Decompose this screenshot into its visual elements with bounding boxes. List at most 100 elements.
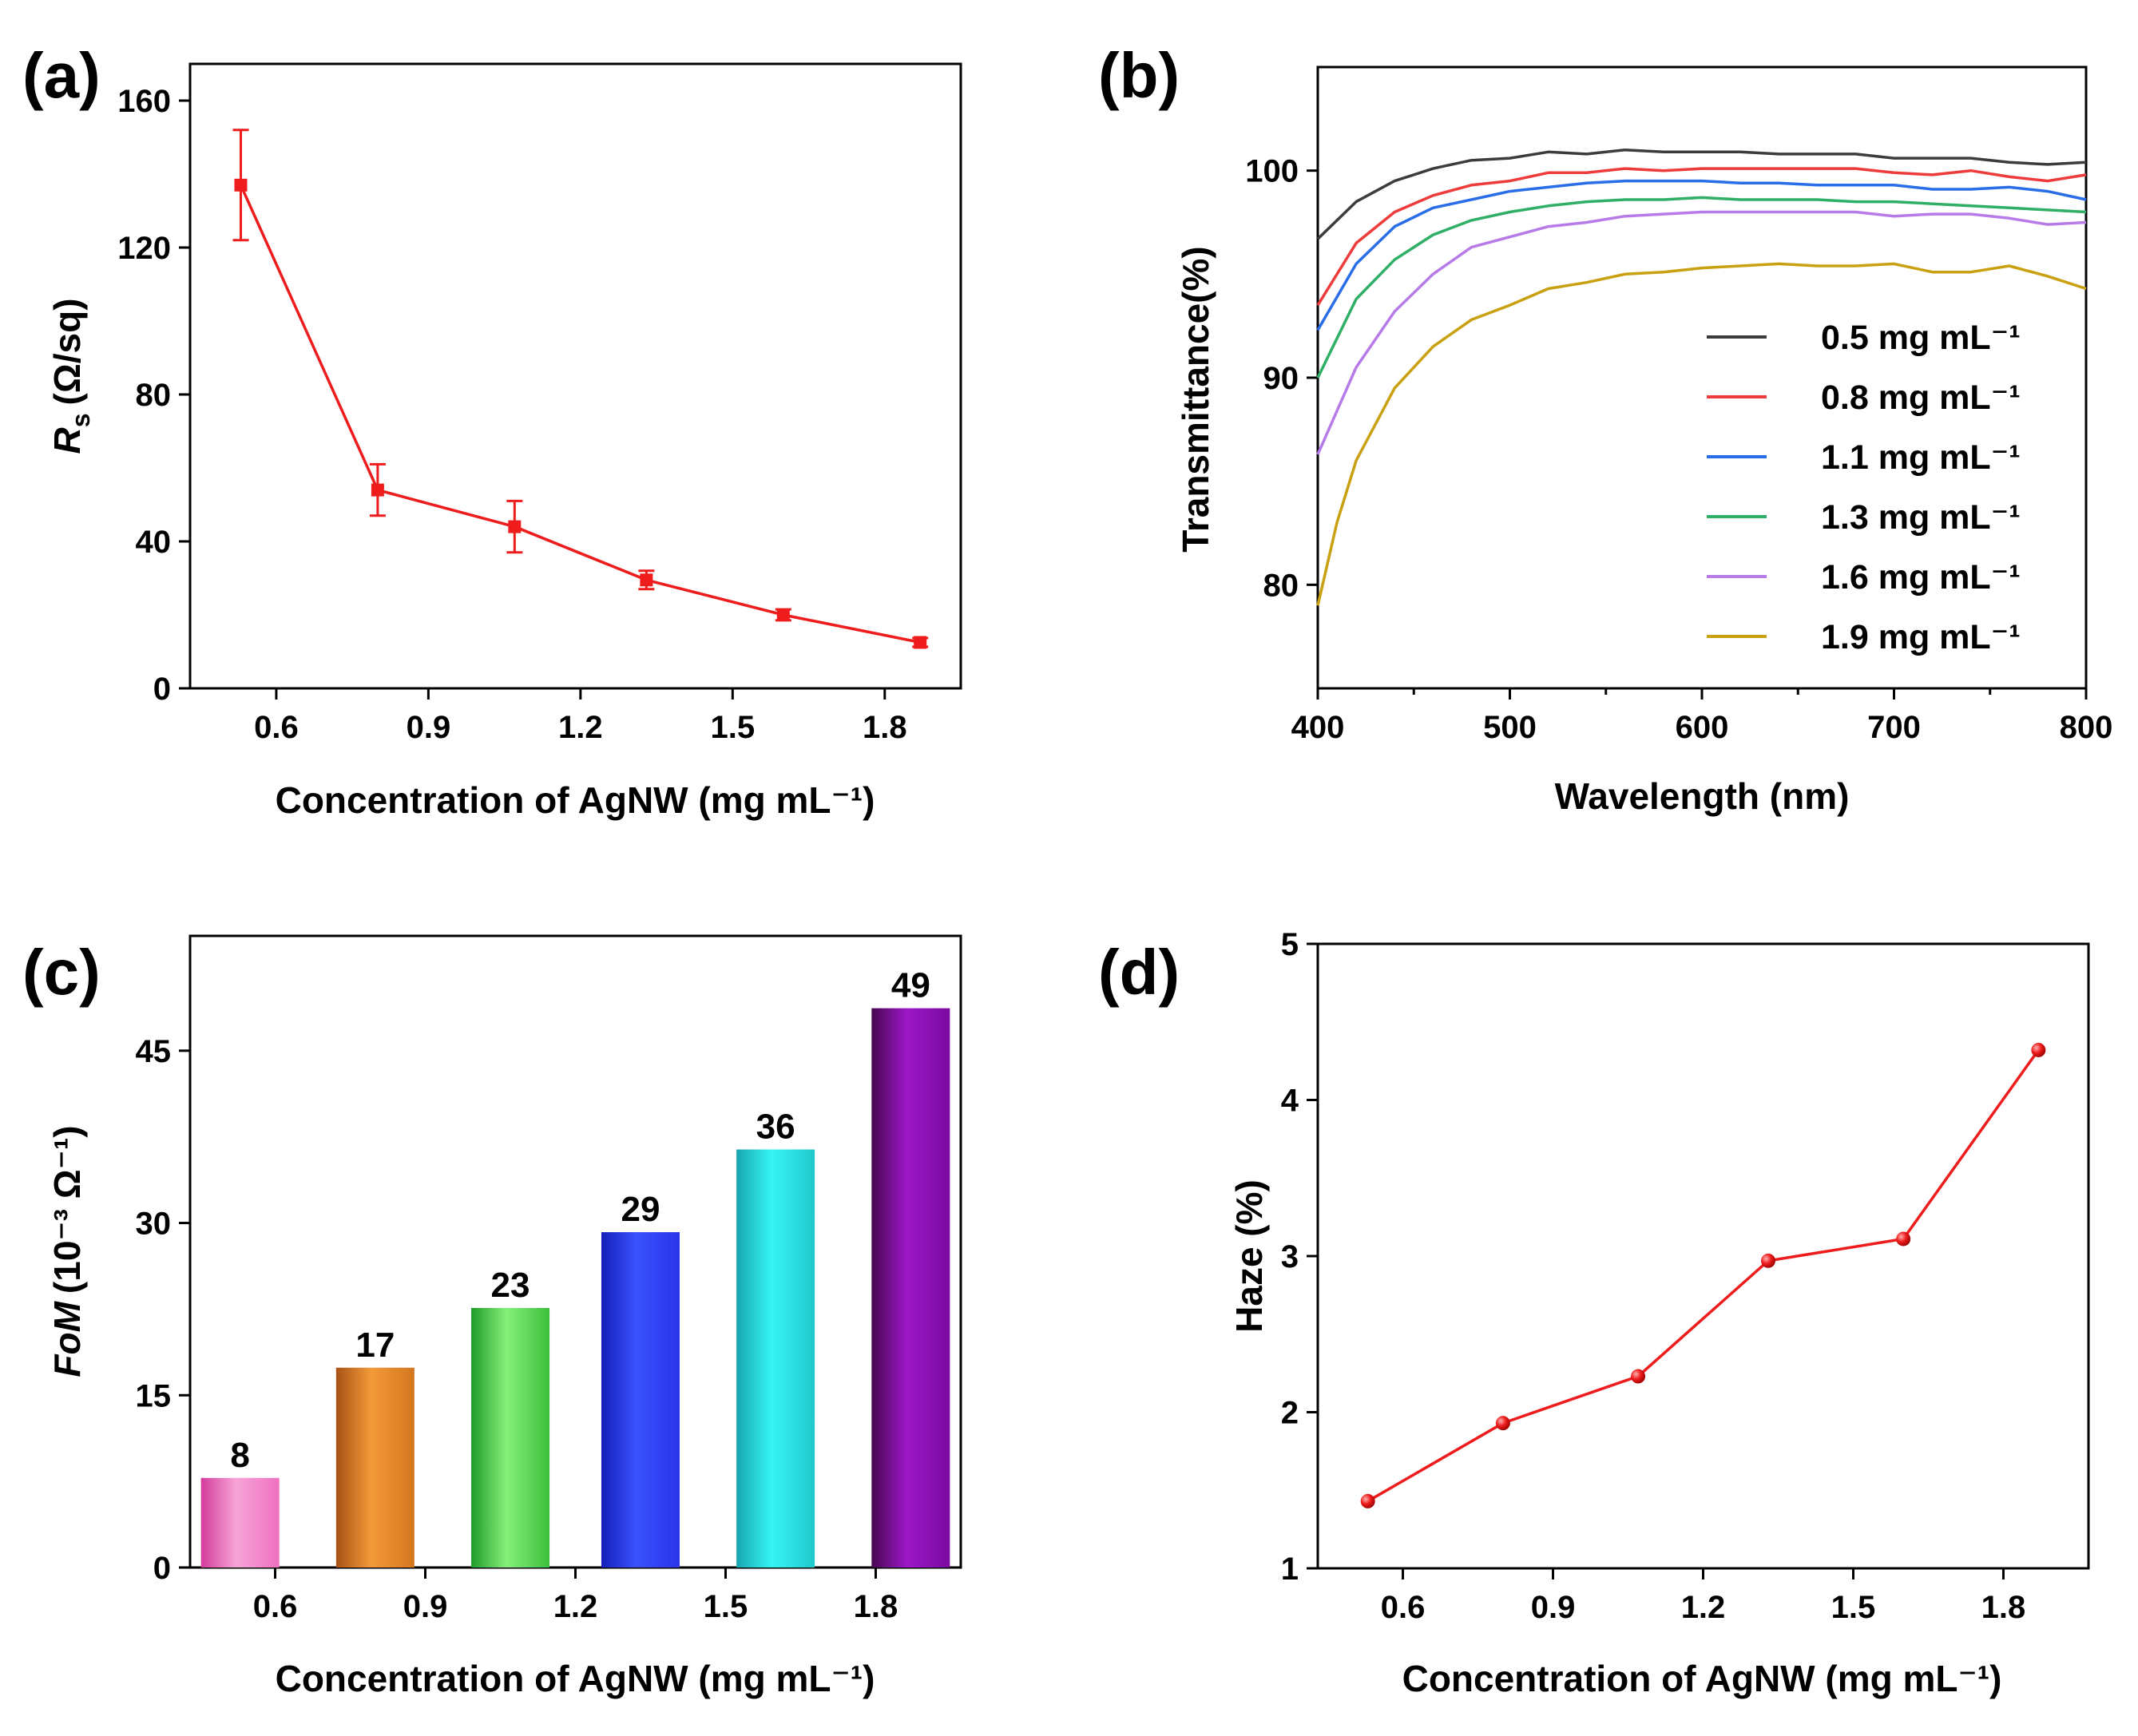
panel-a-x-tick-label: 1.2: [558, 710, 603, 745]
panel-b-legend-label: 0.5 mg mL⁻¹: [1821, 319, 2021, 357]
panel-d-y-tick-label: 5: [1281, 927, 1299, 962]
panel-c-x-tick-label: 0.6: [253, 1589, 298, 1624]
panel-d-x-axis-title: Concentration of AgNW (mg mL⁻¹): [1402, 1658, 2002, 1699]
panel-d: (d) 0.6 0.9 1.2 1.5 1.8 1 2 3 4 5 Concentration …: [1098, 927, 2090, 1699]
panel-a-series-line: [239, 184, 921, 644]
panel-d-x-tick-label: 1.2: [1681, 1590, 1726, 1625]
panel-a-point: [371, 483, 384, 497]
panel-b-legend-label: 1.6 mg mL⁻¹: [1821, 558, 2021, 597]
panel-a-y-tick-label: 120: [117, 231, 171, 266]
panel-c-x-tick-label: 1.2: [553, 1589, 598, 1624]
panel-b-x-tick-label: 700: [1867, 710, 1921, 745]
panel-d-x-tick-label: 0.6: [1381, 1590, 1426, 1625]
panel-a-y-tick-label: 160: [117, 84, 171, 119]
panel-b-series-line: [1316, 148, 2087, 240]
panel-b-x-tick-label: 500: [1483, 710, 1537, 745]
panel-d-y-tick-label: 1: [1281, 1552, 1299, 1587]
panel-c-y-tick-label: 15: [136, 1378, 172, 1413]
panel-c-bar-value-label: 36: [756, 1108, 795, 1147]
panel-c-y-tick-label: 45: [136, 1034, 172, 1069]
panel-c-y-axis-symbol: FoM: [46, 1300, 88, 1377]
panel-a-y-axis-symbol: R: [46, 427, 88, 454]
panel-a-point: [776, 608, 790, 621]
panel-a-y-axis-unit: (Ω/sq): [46, 298, 88, 405]
panel-b-series-line: [1316, 179, 2087, 331]
panel-b-label: (b): [1098, 40, 1180, 111]
panel-b-series-line: [1316, 196, 2087, 379]
panel-b-x-axis-title: Wavelength (nm): [1555, 775, 1850, 817]
panel-d-x-tick-label: 1.8: [1981, 1590, 2026, 1625]
panel-c-x-axis-title: Concentration of AgNW (mg mL⁻¹): [276, 1658, 875, 1699]
panel-d-label: (d): [1098, 937, 1180, 1008]
panel-a-x-tick-label: 1.8: [863, 710, 907, 745]
panel-b: (b) 400 500 600 700 800 80 90 100 0.5 mg mL⁻¹ 0…: [1098, 40, 2112, 817]
panel-d-point: [1760, 1253, 1775, 1268]
panel-c-frame: [188, 934, 962, 1569]
panel-a-label: (a): [22, 40, 101, 111]
panel-d-y-tick-label: 3: [1281, 1239, 1299, 1274]
panel-c-bar: [471, 1307, 550, 1568]
panel-c-bar: [200, 1477, 280, 1568]
panel-c-bar: [736, 1149, 815, 1568]
panel-c-x-tick-label: 0.9: [403, 1589, 448, 1624]
panel-c-x-tick-label: 1.5: [704, 1589, 748, 1624]
panel-c-bar-value-label: 29: [621, 1190, 660, 1229]
panel-c-bar-value-label: 17: [355, 1326, 395, 1365]
panel-b-legend-label: 1.9 mg mL⁻¹: [1821, 618, 2021, 656]
panel-a-point: [508, 520, 522, 533]
panel-d-x-tick-label: 0.9: [1531, 1590, 1576, 1625]
panel-a-x-axis-title: Concentration of AgNW (mg mL⁻¹): [276, 779, 875, 821]
panel-c-y-axis-unit: (10⁻³ Ω⁻¹): [46, 1125, 88, 1294]
panel-a-y-axis-title: Rs (Ω/sq): [46, 298, 95, 454]
panel-c-y-tick-label: 0: [153, 1551, 171, 1586]
panel-a-y-tick-label: 40: [136, 525, 172, 560]
panel-b-series-line: [1316, 210, 2087, 455]
panel-a-x-tick-label: 1.5: [711, 710, 756, 745]
panel-b-legend-label: 0.8 mg mL⁻¹: [1821, 379, 2021, 417]
panel-c-bar: [601, 1232, 680, 1568]
panel-b-x-tick-label: 400: [1291, 710, 1345, 745]
panel-a-x-tick-label: 0.9: [407, 710, 451, 745]
panel-c-bar-value-label: 8: [230, 1436, 249, 1475]
panel-c-bar: [335, 1367, 415, 1568]
panel-c-label: (c): [22, 937, 101, 1008]
panel-a: (a) 0.6 0.9 1.2 1.5 1.8 0 40 80 120 160 Concentr…: [22, 40, 962, 821]
panel-d-point: [1631, 1369, 1646, 1384]
panel-a-point: [234, 178, 248, 192]
panel-b-y-tick-label: 100: [1245, 154, 1299, 189]
panel-d-x-tick-label: 1.5: [1831, 1590, 1876, 1625]
panel-a-point: [640, 573, 653, 587]
panel-a-frame: [188, 62, 962, 690]
panel-b-legend-label: 1.1 mg mL⁻¹: [1821, 438, 2021, 477]
panel-a-y-axis-subscript: s: [66, 413, 95, 427]
panel-c-x-tick-label: 1.8: [854, 1589, 898, 1624]
panel-a-point: [914, 636, 927, 649]
panel-d-point: [1495, 1416, 1510, 1431]
panel-c-y-axis-title: FoM (10⁻³ Ω⁻¹): [46, 1125, 88, 1377]
panel-c-bar: [871, 1008, 950, 1568]
panel-d-point: [1360, 1493, 1375, 1508]
panel-d-y-tick-label: 4: [1281, 1084, 1299, 1119]
panel-d-y-tick-label: 2: [1281, 1396, 1299, 1431]
panel-b-y-tick-label: 90: [1263, 361, 1299, 396]
panel-b-series-line: [1316, 262, 2087, 606]
panel-d-point: [1896, 1231, 1911, 1247]
panel-d-frame: [1316, 942, 2090, 1570]
panel-a-y-tick-label: 80: [136, 378, 172, 413]
panel-b-x-tick-label: 800: [2060, 710, 2113, 745]
panel-c-y-tick-label: 30: [136, 1207, 172, 1242]
panel-d-y-axis-title: Haze (%): [1228, 1179, 1270, 1333]
panel-d-point: [2031, 1042, 2046, 1057]
panel-c-bar-value-label: 49: [891, 966, 930, 1005]
panel-a-y-tick-label: 0: [153, 672, 171, 707]
panel-b-y-tick-label: 80: [1263, 568, 1299, 603]
panel-b-legend-label: 1.3 mg mL⁻¹: [1821, 498, 2021, 537]
panel-b-y-axis-title: Transmittance(%): [1175, 246, 1216, 552]
panel-b-series-line: [1316, 167, 2087, 307]
panel-c-bar-value-label: 23: [491, 1266, 530, 1305]
panel-a-x-tick-label: 0.6: [254, 710, 299, 745]
panel-b-x-tick-label: 600: [1676, 710, 1729, 745]
panel-d-series-line: [1366, 1048, 2040, 1503]
